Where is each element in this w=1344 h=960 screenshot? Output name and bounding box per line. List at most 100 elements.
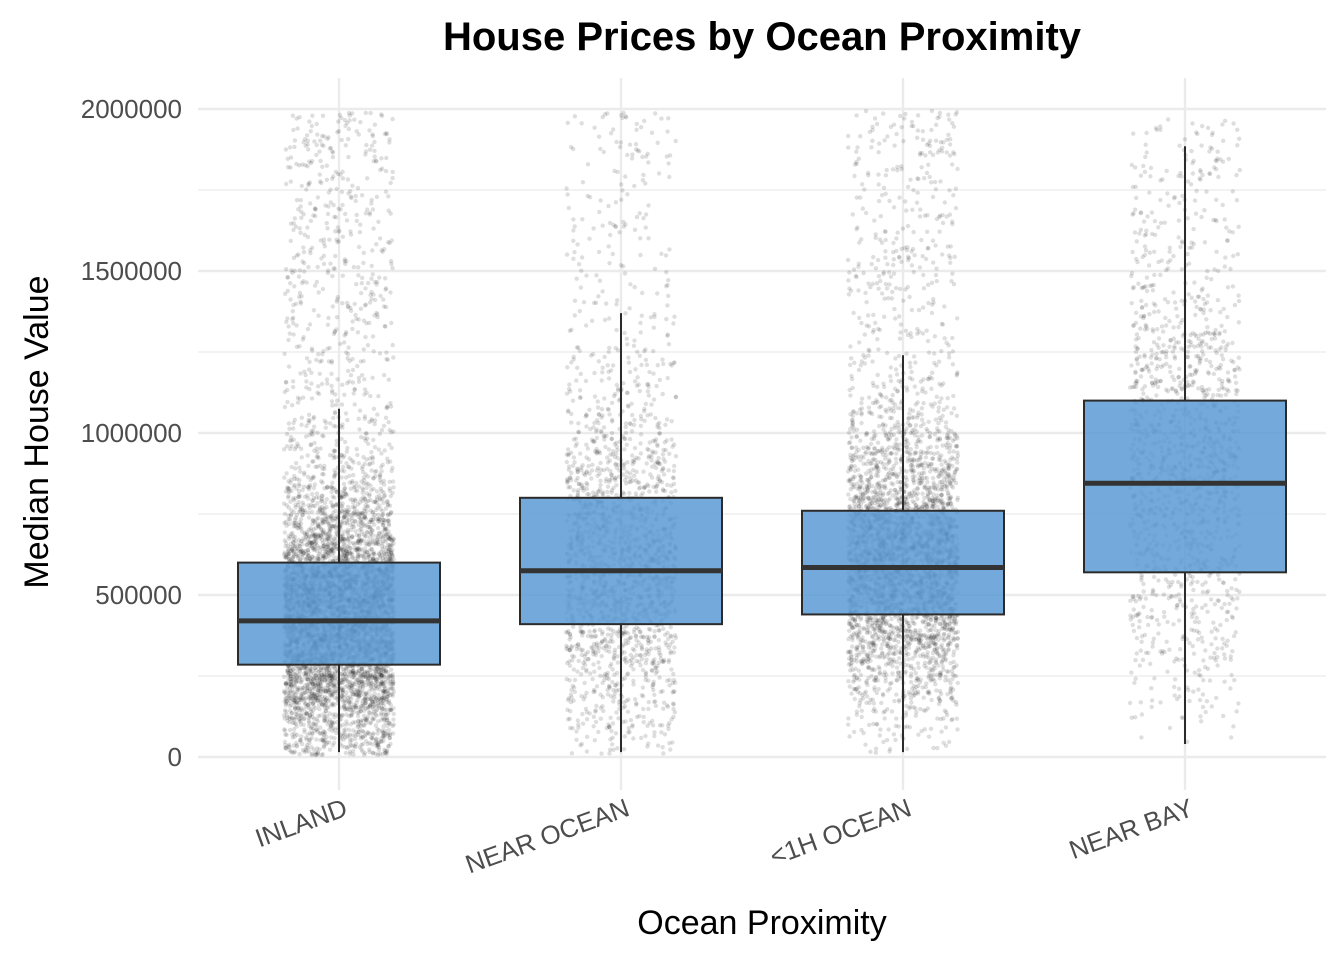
data-point	[298, 198, 303, 203]
data-point	[348, 486, 354, 491]
data-point	[365, 474, 371, 479]
data-point	[299, 215, 304, 220]
data-point	[314, 539, 319, 544]
data-point	[309, 370, 314, 375]
data-point	[320, 164, 325, 169]
data-point	[364, 491, 369, 496]
data-point	[281, 689, 287, 694]
data-point	[312, 482, 318, 487]
data-point	[330, 403, 335, 408]
data-point	[315, 682, 321, 687]
data-point	[311, 747, 316, 752]
data-point	[340, 538, 345, 543]
data-point	[390, 693, 395, 698]
data-point	[322, 418, 327, 423]
data-point	[381, 680, 386, 686]
data-point	[330, 728, 335, 734]
data-point	[356, 719, 361, 724]
data-point	[286, 493, 291, 499]
data-point	[331, 683, 336, 689]
data-point	[304, 133, 310, 138]
data-point	[291, 221, 296, 226]
data-point	[288, 480, 293, 485]
data-point	[299, 677, 305, 682]
data-point	[299, 665, 304, 671]
data-point	[340, 202, 345, 208]
data-point	[306, 515, 312, 520]
data-point	[325, 677, 330, 682]
data-point	[345, 417, 350, 423]
data-point	[285, 275, 290, 280]
data-point	[322, 244, 328, 249]
data-point	[366, 730, 371, 736]
data-point	[361, 522, 366, 527]
data-point	[346, 464, 351, 469]
data-point	[361, 260, 366, 266]
data-point	[339, 402, 345, 407]
data-point	[376, 512, 381, 518]
data-point	[367, 300, 373, 305]
data-point	[376, 551, 382, 556]
data-point	[316, 384, 321, 389]
data-point	[305, 234, 311, 240]
data-point	[306, 147, 311, 152]
data-point	[363, 541, 369, 546]
data-point	[381, 700, 386, 705]
data-point	[316, 523, 321, 529]
data-point	[351, 752, 356, 757]
data-point	[387, 707, 393, 712]
data-point	[291, 437, 296, 442]
data-point	[287, 551, 292, 556]
data-point	[288, 179, 293, 184]
data-point	[369, 450, 374, 455]
data-point	[384, 356, 389, 362]
data-point	[353, 198, 358, 204]
data-point	[373, 743, 379, 748]
data-point	[334, 186, 339, 192]
data-point	[321, 729, 326, 734]
data-point	[381, 683, 387, 689]
data-point	[363, 286, 368, 291]
data-point	[349, 685, 355, 690]
data-point	[386, 377, 391, 382]
data-point	[356, 537, 362, 542]
data-point	[377, 682, 383, 687]
data-point	[386, 744, 391, 749]
data-point	[282, 520, 287, 526]
data-point	[293, 461, 299, 466]
data-point	[313, 750, 319, 755]
data-point	[353, 484, 358, 489]
data-point	[344, 461, 349, 466]
data-point	[305, 138, 310, 143]
data-point	[308, 218, 314, 224]
data-point	[369, 276, 374, 281]
data-point	[318, 667, 323, 673]
data-point	[383, 276, 388, 281]
data-point	[370, 248, 375, 253]
data-point	[353, 312, 358, 318]
data-point	[356, 244, 362, 250]
data-point	[290, 496, 296, 501]
data-point	[379, 469, 384, 474]
data-point	[316, 515, 321, 521]
data-point	[379, 681, 385, 687]
data-point	[325, 211, 331, 217]
data-point	[310, 503, 316, 509]
data-point	[322, 717, 327, 722]
data-point	[346, 672, 351, 677]
data-point	[364, 508, 369, 514]
data-point	[353, 704, 358, 709]
data-point	[331, 448, 336, 454]
data-point	[386, 743, 391, 749]
data-point	[356, 694, 361, 700]
data-point	[370, 510, 375, 515]
data-point	[379, 710, 384, 716]
data-point	[342, 490, 347, 495]
data-point	[359, 553, 364, 559]
data-point	[316, 524, 321, 529]
data-point	[383, 287, 388, 292]
data-point	[301, 699, 307, 704]
data-point	[292, 284, 297, 289]
data-point	[374, 736, 379, 741]
